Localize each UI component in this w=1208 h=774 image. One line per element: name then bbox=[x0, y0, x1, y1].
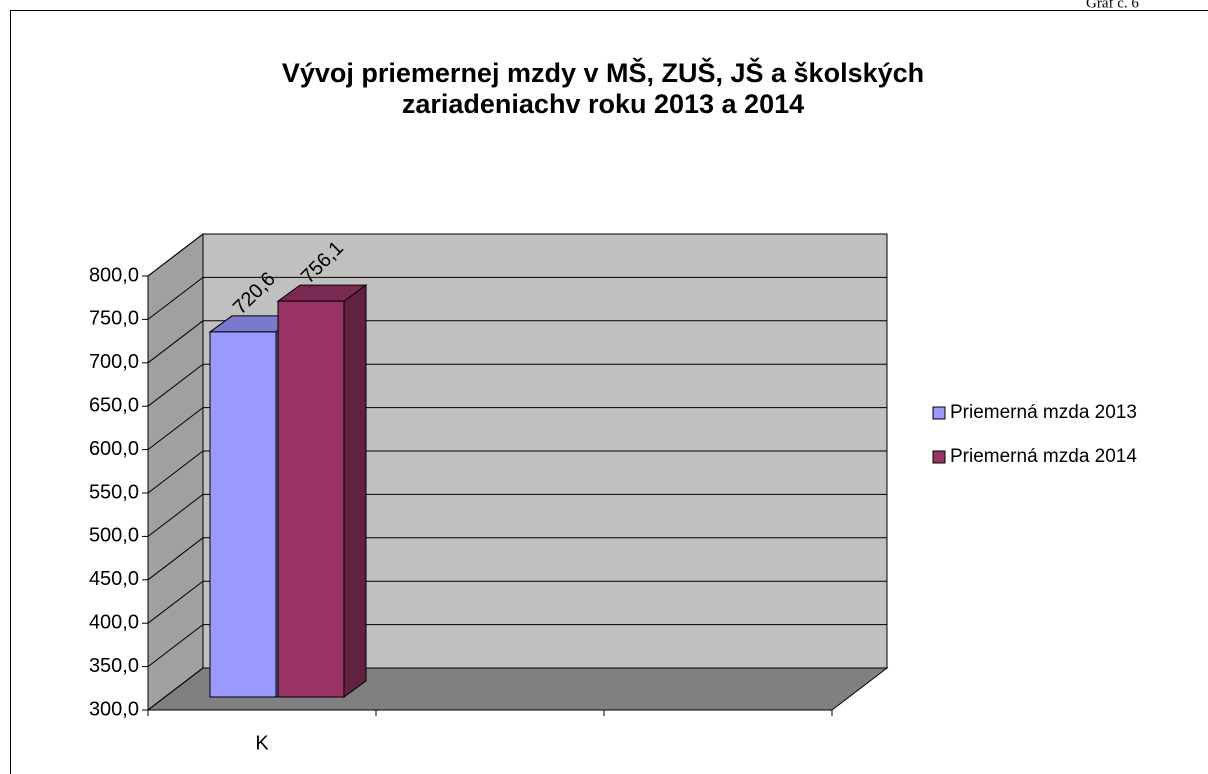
legend-swatch bbox=[932, 406, 946, 420]
grid-line bbox=[147, 363, 887, 407]
grid-line bbox=[147, 233, 887, 277]
grid-line bbox=[147, 667, 887, 711]
y-tick-label: 800,0 bbox=[89, 264, 139, 286]
y-tick-label: 500,0 bbox=[89, 525, 139, 547]
legend-label: Priemerná mzda 2013 bbox=[950, 402, 1137, 423]
grid-line bbox=[147, 537, 887, 581]
y-tick-label: 650,0 bbox=[89, 394, 139, 416]
legend-swatch bbox=[932, 450, 946, 464]
y-tick-label: 350,0 bbox=[89, 655, 139, 677]
y-tick-label: 750,0 bbox=[89, 308, 139, 330]
bar bbox=[209, 331, 277, 698]
bar bbox=[277, 300, 345, 698]
y-tick-label: 700,0 bbox=[89, 351, 139, 373]
grid-line bbox=[147, 493, 887, 537]
y-tick-label: 550,0 bbox=[89, 481, 139, 503]
x-tick-label: K bbox=[255, 732, 269, 754]
grid-line bbox=[147, 450, 887, 494]
grid-line bbox=[147, 580, 887, 624]
y-tick-label: 450,0 bbox=[89, 568, 139, 590]
bar-side bbox=[343, 284, 367, 698]
chart-title: Vývoj priemernej mzdy v MŠ, ZUŠ, JŠ a šk… bbox=[282, 57, 924, 119]
page-label: Graf č. 6 bbox=[1086, 0, 1139, 11]
grid-line bbox=[147, 320, 887, 364]
y-tick-label: 400,0 bbox=[89, 611, 139, 633]
y-tick-label: 300,0 bbox=[89, 698, 139, 720]
grid-line bbox=[147, 276, 887, 320]
y-tick-label: 600,0 bbox=[89, 438, 139, 460]
legend-label: Priemerná mzda 2014 bbox=[950, 446, 1137, 467]
grid-line bbox=[147, 624, 887, 667]
grid-line bbox=[147, 407, 887, 450]
